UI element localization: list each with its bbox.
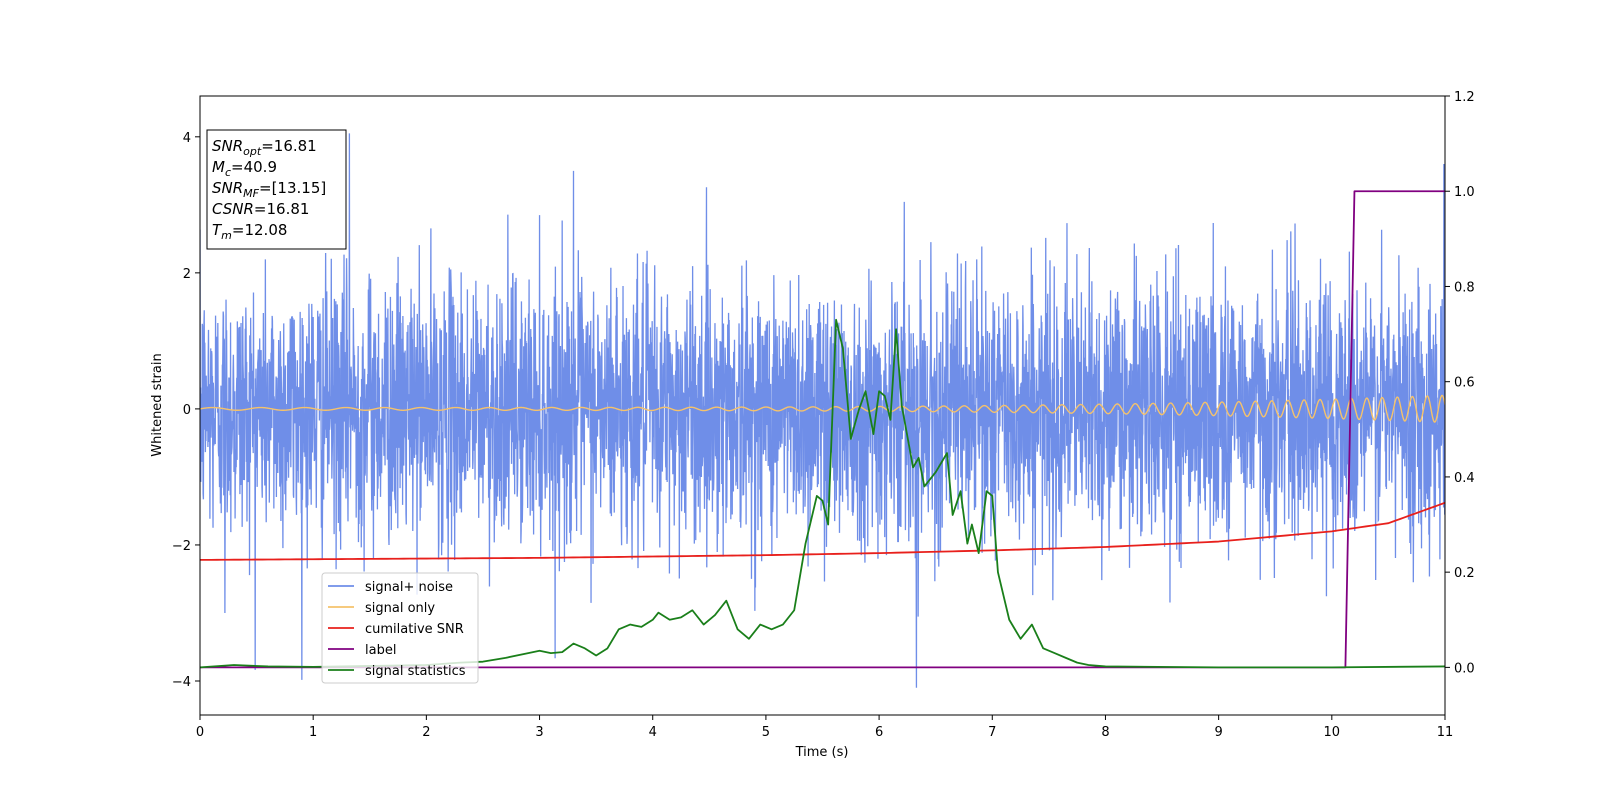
y-tick-label: 2 [183,267,191,282]
x-tick-label: 1 [309,725,317,740]
x-tick-label: 0 [196,725,204,740]
series-signal-noise [200,133,1445,688]
y2-tick-label: 0.6 [1454,376,1475,391]
info-line: Tm=12.08 [212,221,287,242]
y2-tick-label: 0.4 [1454,471,1475,486]
legend-label: signal only [365,601,435,616]
y2-tick-label: 0.2 [1454,566,1475,581]
info-line: SNRopt=16.81 [212,137,317,158]
x-tick-label: 5 [762,725,770,740]
info-box: SNRopt=16.81Mc=40.9SNRMF=[13.15]CSNR=16.… [206,129,347,250]
info-line: Mc=40.9 [212,158,277,179]
y-tick-label: −4 [172,675,191,690]
legend-label: label [365,643,396,658]
legend-label: signal statistics [365,664,466,679]
x-tick-label: 2 [422,725,430,740]
series-signal-statistics [200,318,1445,669]
series-cumilative-snr [200,501,1445,561]
y2-tick-label: 0.8 [1454,280,1475,295]
legend: signal+ noise signal only cumilative SNR la… [321,572,479,684]
y-tick-label: −2 [172,539,191,554]
x-tick-label: 6 [875,725,883,740]
legend-label: signal+ noise [365,580,453,595]
series-label [200,190,1445,669]
x-tick-label: 4 [649,725,657,740]
y2-tick-label: 0.0 [1454,661,1475,676]
info-box-frame [206,129,347,250]
x-tick-label: 11 [1437,725,1454,740]
series-signal-only [200,394,1445,423]
series-layer [200,133,1445,688]
y-tick-label: 4 [183,131,191,146]
legend-frame [321,572,479,684]
x-tick-label: 7 [988,725,996,740]
x-tick-label: 3 [535,725,543,740]
y2-tick-label: 1.0 [1454,185,1475,200]
plot-frame [199,95,1446,716]
x-axis-label: Time (s) [795,745,849,760]
y-axis-label: Whitened strain [150,353,165,456]
x-tick-label: 8 [1101,725,1109,740]
info-line: SNRMF=[13.15] [212,179,326,200]
info-line: CSNR=16.81 [212,200,309,218]
legend-label: cumilative SNR [365,622,464,637]
y2-tick-label: 1.2 [1454,90,1475,105]
x-tick-label: 10 [1324,725,1341,740]
y-tick-label: 0 [183,403,191,418]
axes-layer: 0 1 2 3 4 5 6 7 8 9 10 11 −4 −2 0 2 4 0.0 0.2 0.4 0.6 0.8 1.0 1… [172,90,1475,740]
x-tick-label: 9 [1214,725,1222,740]
